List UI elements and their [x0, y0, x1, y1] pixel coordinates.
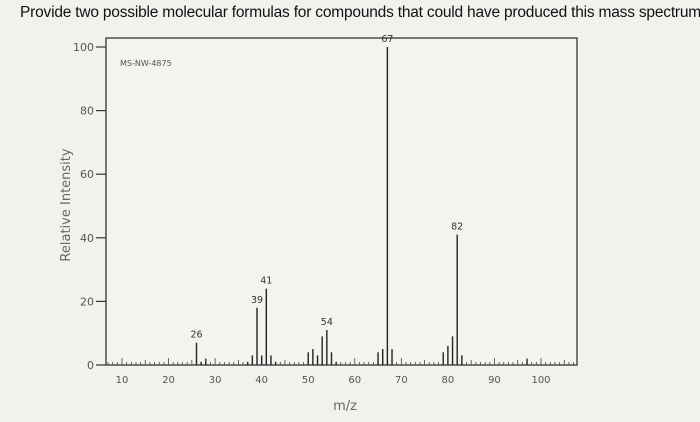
- spectrum-id: MS-NW-4875: [120, 59, 172, 68]
- peak-bars: [195, 47, 528, 365]
- y-axis: 0 20 40 60 80 100: [73, 41, 106, 372]
- peak-label-41: 41: [260, 276, 272, 287]
- peak-label-67: 67: [381, 34, 393, 45]
- y-tick-label-20: 20: [80, 295, 94, 308]
- y-tick-label-80: 80: [80, 105, 94, 118]
- x-tick-label-100: 100: [531, 375, 550, 386]
- y-axis-title: Relative Intensity: [59, 148, 74, 261]
- x-tick-label-50: 50: [302, 375, 315, 386]
- x-axis-title: m/z: [333, 399, 357, 414]
- x-tick-label-60: 60: [348, 375, 361, 386]
- x-tick-label-90: 90: [488, 375, 501, 386]
- y-tick-label-60: 60: [80, 168, 94, 181]
- x-tick-label-40: 40: [255, 375, 268, 386]
- x-tick-label-20: 20: [162, 375, 175, 386]
- x-tick-label-70: 70: [395, 375, 408, 386]
- peak-label-82: 82: [451, 222, 463, 233]
- peak-label-54: 54: [321, 317, 333, 328]
- peak-label-26: 26: [190, 330, 202, 341]
- x-tick-label-10: 10: [116, 375, 129, 386]
- question-text: Provide two possible molecular formulas …: [20, 4, 700, 21]
- y-tick-label-0: 0: [87, 359, 94, 372]
- y-tick-label-40: 40: [80, 232, 94, 245]
- x-tick-label-30: 30: [209, 375, 222, 386]
- peak-label-39: 39: [251, 295, 263, 306]
- x-axis: 10 20 30 40 50 60 70 80 90 100: [107, 358, 574, 386]
- x-tick-label-80: 80: [442, 375, 455, 386]
- peak-labels: 26 39 41 54 67 82: [190, 34, 463, 341]
- y-tick-label-100: 100: [73, 41, 94, 54]
- plot-frame: [105, 37, 578, 366]
